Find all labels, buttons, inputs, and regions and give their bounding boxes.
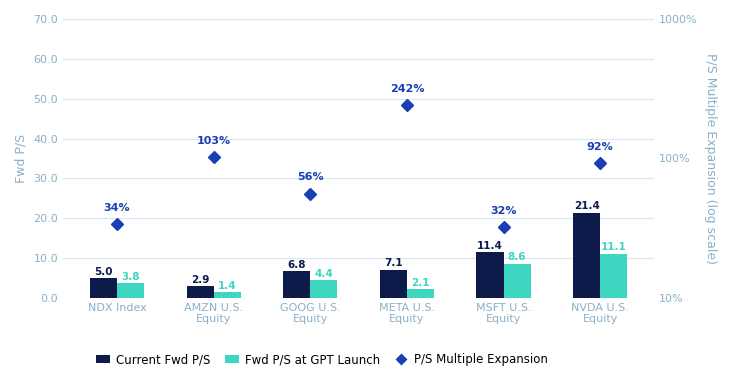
Text: 3.8: 3.8	[122, 271, 140, 282]
Bar	[214, 292, 241, 298]
Text: 92%: 92%	[587, 143, 613, 152]
Bar	[407, 290, 434, 298]
Text: 56%: 56%	[297, 172, 324, 182]
Bar	[573, 213, 600, 298]
Y-axis label: P/S Multiple Expansion (log scale): P/S Multiple Expansion (log scale)	[704, 53, 717, 264]
Text: 1.4: 1.4	[218, 281, 236, 291]
Bar	[117, 283, 144, 298]
Text: 8.6: 8.6	[508, 252, 526, 262]
Text: 11.4: 11.4	[477, 241, 503, 251]
Text: 32%: 32%	[490, 206, 517, 216]
Text: 21.4: 21.4	[574, 201, 600, 211]
Bar	[380, 270, 407, 298]
Text: 11.1: 11.1	[601, 242, 627, 253]
Text: 2.9: 2.9	[191, 275, 209, 285]
Bar	[90, 278, 117, 298]
Bar	[477, 253, 504, 298]
Bar	[310, 280, 337, 298]
Text: 242%: 242%	[389, 84, 424, 94]
Text: 5.0: 5.0	[94, 267, 113, 277]
Text: 4.4: 4.4	[315, 269, 333, 279]
Bar	[283, 271, 310, 298]
Text: 2.1: 2.1	[411, 278, 430, 288]
Legend: Current Fwd P/S, Fwd P/S at GPT Launch, P/S Multiple Expansion: Current Fwd P/S, Fwd P/S at GPT Launch, …	[92, 349, 553, 371]
Text: 34%: 34%	[104, 202, 130, 213]
Y-axis label: Fwd P/S: Fwd P/S	[15, 134, 28, 183]
Text: 103%: 103%	[197, 135, 231, 146]
Bar	[187, 286, 214, 298]
Bar	[504, 264, 531, 298]
Text: 7.1: 7.1	[384, 258, 403, 268]
Text: 6.8: 6.8	[288, 259, 306, 270]
Bar	[600, 254, 627, 298]
